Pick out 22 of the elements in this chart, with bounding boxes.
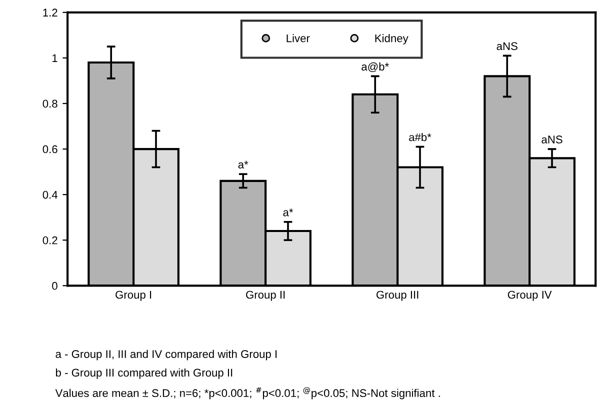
data-label: a* xyxy=(283,208,294,216)
y-tick-label: 0.2 xyxy=(42,236,58,244)
data-label: aNS xyxy=(496,42,518,50)
x-tick-label: Group IV xyxy=(508,290,552,301)
text: Values are mean ± S.D.; n=6; *p<0.001; $^{#}$p<0.01; $^{@}$p<0.05; NS-Not signifiant . xyxy=(55,387,440,400)
legend-label: Liver xyxy=(286,34,310,42)
y-tick-label: 0.6 xyxy=(42,145,58,154)
y-tick-label: 0 xyxy=(52,282,58,290)
y-tick-label: 0.8 xyxy=(42,100,58,108)
data-label: a#b* xyxy=(409,132,432,142)
x-tick-label: Group II xyxy=(246,290,285,301)
text: a - Group II, III and IV compared with Group I xyxy=(56,350,277,360)
x-tick-label: Group III xyxy=(376,290,418,301)
x-tick-label: Group I xyxy=(116,290,152,301)
y-tick-label: 1.2 xyxy=(43,8,58,16)
data-label: a* xyxy=(238,160,248,168)
data-label: aNS xyxy=(542,136,562,144)
y-tick-label: 1 xyxy=(52,54,58,62)
legend-label: Kidney xyxy=(375,34,408,44)
text: b - Group III compared with Group II xyxy=(56,368,232,379)
y-tick-label: 0.4 xyxy=(42,190,58,199)
data-label: a@b* xyxy=(362,62,389,72)
